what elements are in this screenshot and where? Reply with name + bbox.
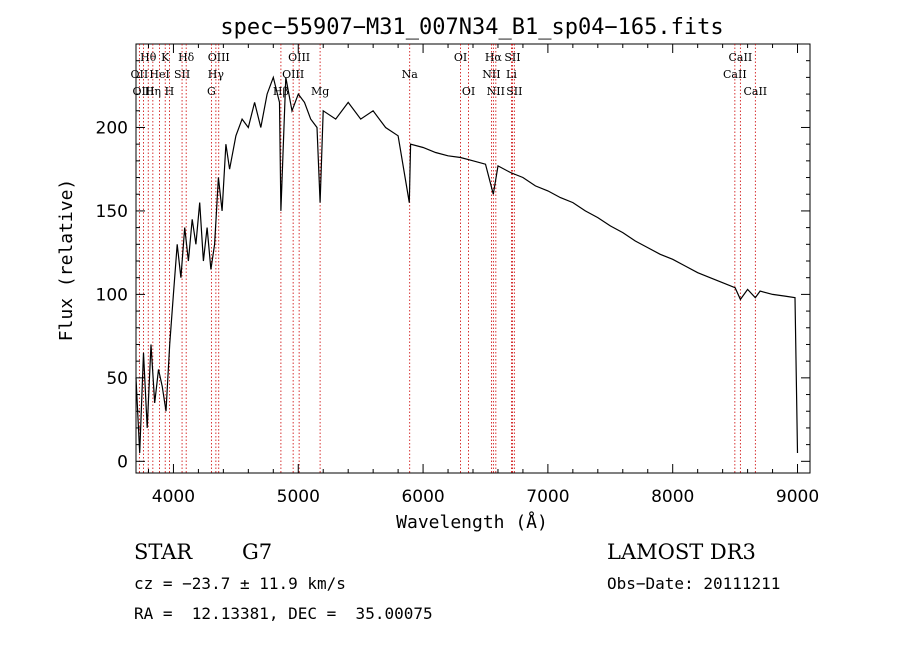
spectral-line-label: Li [506, 68, 517, 81]
x-tick-label: 7000 [526, 487, 569, 507]
spectral-line-label: NII [482, 68, 500, 81]
object-subclass: G7 [242, 540, 273, 564]
object-class: STAR [134, 540, 193, 564]
x-tick-label: 9000 [776, 487, 819, 507]
spectral-line-label: G [207, 85, 216, 98]
x-axis-label: Wavelength (Å) [396, 511, 548, 533]
spectral-line-label: OIII [132, 85, 154, 98]
y-axis-label: Flux (relative) [56, 179, 77, 342]
spectral-line-label: CaII [743, 85, 767, 98]
spectral-line-label: Hα [485, 51, 503, 64]
spectral-line-label: OII [131, 68, 149, 81]
spectral-line-label: HeI [149, 68, 169, 81]
x-tick-label: 5000 [277, 487, 320, 507]
x-tick-label: 6000 [401, 487, 444, 507]
y-tick-label: 200 [96, 118, 128, 138]
spectral-line-label: OIII [208, 51, 230, 64]
x-tick-label: 4000 [152, 487, 195, 507]
spectral-line-label: SII [506, 85, 522, 98]
survey-name: LAMOST DR3 [607, 540, 756, 564]
spectral-line-label: NII [487, 85, 505, 98]
spectral-line-markers [138, 44, 756, 473]
y-tick-label: 150 [96, 202, 128, 222]
spectral-line-label: Hη [145, 85, 161, 98]
spectrum-series-line [135, 75, 799, 454]
spectral-line-label: OIII [288, 51, 310, 64]
spectral-line-label: Hδ [178, 51, 195, 64]
y-tick-label: 100 [96, 285, 128, 305]
axis-ticks: 4000 5000 6000 7000 8000 9000 0 50 100 150 200 [96, 44, 819, 507]
y-tick-label: 50 [106, 369, 128, 389]
observation-date: Obs−Date: 20111211 [607, 574, 781, 593]
spectral-line-label: H [165, 85, 175, 98]
spectral-line-label: SII [504, 51, 520, 64]
spectral-line-label: OI [454, 51, 467, 64]
y-tick-label: 0 [117, 452, 128, 472]
x-tick-label: 8000 [651, 487, 694, 507]
spectral-line-label: K [161, 51, 170, 64]
spectral-line-label: CaII [729, 51, 753, 64]
plot-frame [135, 43, 811, 474]
sky-coordinates: RA = 12.13381, DEC = 35.00075 [134, 604, 433, 623]
spectral-line-label: Hθ [140, 51, 157, 64]
chart-title: spec−55907−M31_007N34_B1_sp04−165.fits [220, 15, 723, 40]
spectral-line-label: OIII [282, 68, 304, 81]
spectral-line-label: OI [462, 85, 475, 98]
redshift-velocity: cz = −23.7 ± 11.9 km/s [134, 574, 346, 593]
spectral-line-label: CaII [723, 68, 747, 81]
spectral-line-label: Mg [311, 85, 329, 98]
spectral-line-label: SII [174, 68, 190, 81]
spectral-line-label: Hγ [208, 68, 225, 81]
spectral-line-label: Na [402, 68, 419, 81]
